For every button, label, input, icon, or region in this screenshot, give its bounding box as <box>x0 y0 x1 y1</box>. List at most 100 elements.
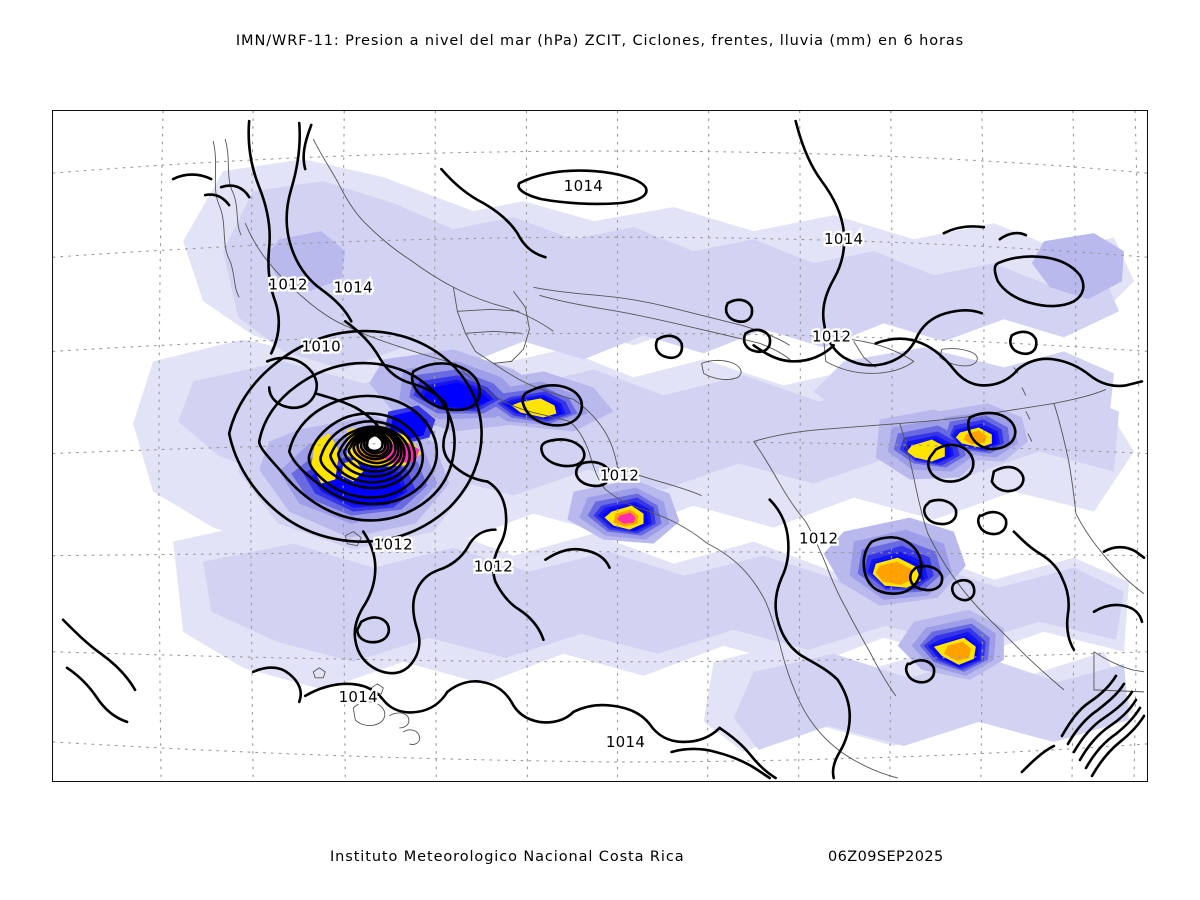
isobar-1014-south-seg3 <box>572 703 721 744</box>
border-brazil-s <box>1093 651 1145 693</box>
rain-core-cyclone-west-band <box>311 433 340 484</box>
island-small-1 <box>312 667 326 679</box>
isobar-1012-ven-loop <box>926 443 975 483</box>
isobar-1014-south-seg4 <box>718 726 777 780</box>
coast-panama-n <box>617 467 702 496</box>
island-galapagos-1 <box>352 701 386 726</box>
rain-tier8-guat <box>423 382 490 409</box>
isobar-1012-south-loop <box>353 530 441 675</box>
isobar-1012-east-far <box>1016 357 1144 388</box>
island-galapagos-2 <box>389 712 410 729</box>
rain-core-carib-peak <box>617 512 636 524</box>
border-yucatan-n <box>457 308 520 312</box>
isobar-label: 1012 <box>474 558 513 576</box>
isobar-1014-south-seg1 <box>303 682 449 714</box>
isobar-1012-loop-cr <box>574 460 612 488</box>
isobar-cyclone-ring-994 <box>352 429 397 465</box>
isobar-1014-east-long <box>794 119 888 367</box>
isobar-contours <box>61 119 1146 780</box>
coast-mexico-isthmus <box>349 326 456 364</box>
gridline-lon-2 <box>249 111 254 781</box>
isobar-label: 1012 <box>799 530 838 548</box>
isobar-se-bundle-1 <box>1072 690 1134 754</box>
rain-tier2-se <box>733 653 1129 750</box>
border-brazil-nw <box>927 533 987 617</box>
isobar-label: 1012 <box>374 536 413 554</box>
isobar-label: 1014 <box>824 230 863 248</box>
border-guyana <box>1053 403 1077 514</box>
gridline-lon-3 <box>342 111 346 781</box>
isobar-1012-loop-nic <box>540 438 586 468</box>
isobar-1012-ven-loop4 <box>990 465 1025 493</box>
isobar-1014-north-seg1 <box>440 167 547 259</box>
isobar-cyclone-ring-1010 <box>257 361 456 522</box>
coast-baja-west <box>212 140 240 298</box>
isobar-1012-sa-e2 <box>1060 576 1076 652</box>
isobar-small-loop-ne <box>1009 330 1038 356</box>
isobar-1012-sa-loop7 <box>904 659 936 684</box>
gridline-lon-9 <box>889 111 893 781</box>
isobar-1012-sa-loop1 <box>862 536 923 596</box>
border-peru-n <box>845 607 897 697</box>
isobar-se-bundle-5 <box>1066 682 1126 746</box>
coast-nicaragua-e <box>573 399 618 468</box>
gridline-lon-5 <box>525 111 528 781</box>
coast-jamaica <box>701 359 742 380</box>
isobar-1012-sa-far <box>1102 545 1146 559</box>
coast-yucatan <box>452 287 530 364</box>
isobar-label: 1014 <box>339 688 378 706</box>
isobar-se-bundle-2 <box>1078 698 1138 762</box>
isobar-label-group: 1014 1014 1012 1014 1010 1012 1012 1012 … <box>266 175 865 753</box>
isobar-1012-ca-s <box>486 480 508 584</box>
border-yucatan-s <box>465 330 522 334</box>
isobar-se-bundle-3 <box>1084 706 1142 770</box>
rain-core-amazon-orange <box>943 641 971 661</box>
island-small-2 <box>370 683 384 695</box>
isobar-label: 1014 <box>606 733 645 751</box>
coast-hispaniola <box>823 338 915 374</box>
isobar-cyclone-ring-1012-outer <box>227 329 483 543</box>
rain-tier3-mex-nw <box>265 231 346 292</box>
isobar-1012-ven-loop5 <box>977 510 1008 536</box>
coast-brazil-inner <box>1093 651 1145 673</box>
isobar-label: 1012 <box>600 467 639 485</box>
isobar-1012-sw-seg <box>544 547 611 569</box>
gridline-lon-1 <box>158 111 164 781</box>
isobar-1012-loop-hond <box>521 384 584 427</box>
isobar-label: 1012 <box>812 327 851 345</box>
page-title: IMN/WRF-11: Presion a nivel del mar (hPa… <box>235 33 965 49</box>
isobar-1014-gulf-loop <box>517 169 648 206</box>
isobar-1012-south-loop2 <box>438 528 497 571</box>
coast-mexico-sw <box>244 222 350 328</box>
border-colombia-w <box>805 521 847 608</box>
rain-core-colombia-orange <box>875 561 912 585</box>
isobar-1012-sa-loop2 <box>908 564 944 592</box>
isobar-1012-east-right <box>874 337 1020 387</box>
border-brazil-ne <box>1075 513 1145 595</box>
isobar-1014-sw-frag2 <box>65 666 129 724</box>
isobar-se-bundle-6 <box>1060 674 1118 738</box>
isobar-nw-frag4 <box>171 173 213 181</box>
isobar-1012-ven-loop3 <box>923 498 958 526</box>
coast-centralam-carib <box>493 363 574 400</box>
isobar-1012-sa-w <box>768 498 840 682</box>
footer-institution: Instituto Meteorologico Nacional Costa R… <box>330 849 685 865</box>
coast-puerto-rico <box>939 348 978 367</box>
isobar-label: 1014 <box>564 177 603 195</box>
gridline-lon-7 <box>707 111 710 781</box>
isobar-cyclone-ring-1000 <box>336 427 406 478</box>
border-haiti-dr <box>853 341 877 368</box>
gridline-lon-4 <box>434 111 437 781</box>
isobar-cyclone-ring-1008 <box>287 394 439 506</box>
coast-antilles-4 <box>1027 433 1033 442</box>
isobar-se-frag <box>1092 603 1144 624</box>
isobar-1012-ca-s2 <box>494 580 545 642</box>
isobar-cyclone-ring-1004 <box>319 420 417 490</box>
isobar-frag-ne2 <box>998 231 1028 241</box>
isobar-cyclone-ring-1006 <box>307 412 425 499</box>
isobar-1012-ven-loop6 <box>950 578 976 602</box>
border-venezuela-colombia <box>899 423 929 534</box>
isobar-nw-frag1 <box>302 123 313 171</box>
isobar-1012-small-loop-sw <box>355 616 391 644</box>
isobar-1012-ven-loop2 <box>967 411 1017 451</box>
